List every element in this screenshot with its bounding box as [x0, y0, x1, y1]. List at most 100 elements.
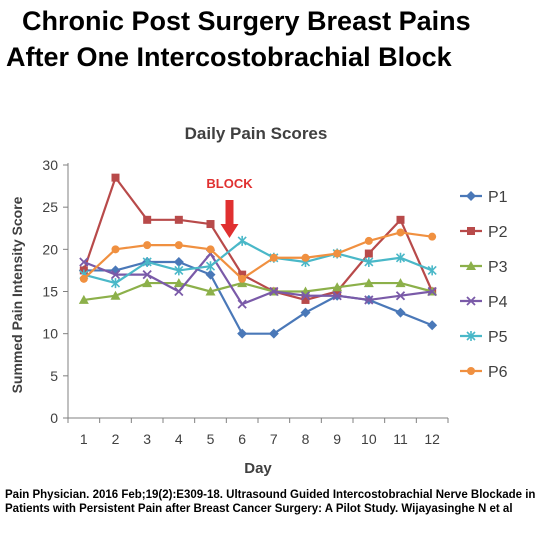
legend-label: P1 — [488, 189, 508, 206]
legend-item-p2: P2 — [460, 224, 508, 241]
legend-swatch-marker — [467, 367, 475, 375]
series-p1-point — [268, 328, 279, 339]
series-p1-point — [300, 307, 311, 318]
series-p4-point — [79, 257, 89, 267]
series-p1-point — [173, 256, 184, 267]
y-tick-label: 15 — [42, 284, 58, 300]
y-tick-label: 10 — [42, 326, 58, 342]
series-p6-point — [269, 253, 278, 262]
legend-swatch-marker — [466, 296, 476, 306]
legend-label: P3 — [488, 259, 508, 276]
legend: P1 P2 P3 P4 P5 P6 — [460, 189, 508, 381]
series-p6-point — [301, 253, 310, 262]
x-tick-label: 6 — [238, 431, 246, 447]
series-p6-point — [396, 228, 405, 237]
series-p5 — [79, 235, 437, 289]
x-tick-label: 4 — [175, 431, 183, 447]
legend-label: P6 — [488, 364, 508, 381]
series-p2-point — [111, 173, 120, 182]
series-p1-point — [205, 269, 216, 280]
series-p4-point — [427, 286, 437, 297]
series-p2-point — [396, 215, 405, 224]
series-p5-point — [174, 265, 184, 276]
series-p3-point — [205, 286, 216, 296]
legend-swatch-marker — [466, 331, 476, 341]
citation-text: Pain Physician. 2016 Feb;19(2):E309-18. … — [5, 489, 536, 515]
series-p4-point — [364, 295, 374, 305]
series-p6-point — [111, 245, 120, 254]
x-tick-label: 2 — [112, 431, 120, 447]
series-p5-point — [237, 235, 247, 246]
y-axis-label: Summed Pain Intensity Score — [9, 196, 25, 393]
series-p3-point — [110, 290, 121, 300]
series-p2-point — [301, 295, 310, 304]
series-p5-point — [395, 252, 406, 263]
legend-label: P4 — [488, 294, 508, 311]
series-p3-point — [78, 294, 89, 304]
line-chart: Daily Pain Scores Summed Pain Intensity … — [9, 124, 508, 477]
x-tick-label: 12 — [424, 431, 440, 447]
legend-label: P5 — [488, 329, 508, 346]
legend-item-p4: P4 — [460, 294, 508, 311]
x-tick-label: 10 — [361, 431, 377, 447]
y-tick-label: 30 — [42, 157, 58, 173]
series-p3-point — [142, 278, 153, 288]
series-p2-point — [364, 249, 373, 258]
series-p5-point — [142, 256, 152, 267]
series-p3-point — [173, 278, 184, 288]
series-p6-point — [174, 241, 183, 250]
series-p1-line — [83, 260, 433, 335]
series-p4-point — [237, 299, 247, 309]
series-p5-point — [110, 278, 121, 289]
series-p3-line — [83, 281, 433, 302]
legend-item-p5: P5 — [460, 329, 508, 346]
x-tick-label: 8 — [302, 431, 310, 447]
series-p4-point — [300, 291, 311, 301]
series-p3-point — [395, 278, 406, 288]
x-tick-label: 9 — [333, 431, 341, 447]
x-tick-label: 5 — [207, 431, 215, 447]
headline-line-2: After One Intercostobrachial Block — [6, 42, 452, 72]
series-layer — [78, 173, 438, 339]
series-p6-point — [238, 274, 247, 283]
headline-line-1: Chronic Post Surgery Breast Pains — [22, 6, 471, 36]
series-p4-point — [174, 286, 184, 297]
series-p1-point — [395, 307, 406, 318]
series-p5-point — [364, 256, 374, 267]
series-p4-line — [83, 252, 433, 306]
x-tick-label: 7 — [270, 431, 278, 447]
series-p6-point — [143, 241, 152, 250]
legend-item-p1: P1 — [460, 189, 508, 206]
series-p6-point — [364, 236, 373, 245]
series-p2-point — [143, 215, 152, 224]
series-p4-point — [269, 286, 279, 297]
series-p2-line — [82, 176, 434, 302]
annotation-layer: BLOCK — [206, 176, 253, 238]
series-p1-point — [427, 320, 438, 331]
chart-panel: Daily Pain Scores Summed Pain Intensity … — [0, 110, 542, 482]
series-p4-point — [332, 291, 342, 301]
series-p6-point — [333, 249, 342, 258]
series-p5-point — [205, 261, 216, 272]
legend-item-p6: P6 — [460, 364, 508, 381]
series-p1-point — [237, 328, 248, 339]
series-p2-point — [206, 220, 215, 229]
y-tick-label: 25 — [42, 199, 58, 215]
series-p6-point — [428, 232, 437, 241]
x-axis-label: Day — [244, 460, 272, 477]
series-p4 — [79, 248, 437, 309]
series-p6-point — [206, 245, 215, 254]
series-p2-point — [333, 287, 342, 296]
legend-swatch-marker — [466, 261, 476, 270]
series-p6-line — [83, 231, 433, 280]
series-p1-point — [110, 265, 121, 276]
x-tick-label: 11 — [393, 431, 408, 447]
series-p2 — [79, 173, 437, 304]
x-tick-label: 1 — [80, 431, 88, 447]
block-arrow — [220, 200, 239, 238]
series-p5-point — [427, 265, 437, 276]
series-p2-point — [174, 215, 183, 224]
series-p2-point — [238, 270, 247, 279]
series-p3-point — [332, 282, 343, 292]
legend-swatch-marker — [467, 227, 475, 235]
